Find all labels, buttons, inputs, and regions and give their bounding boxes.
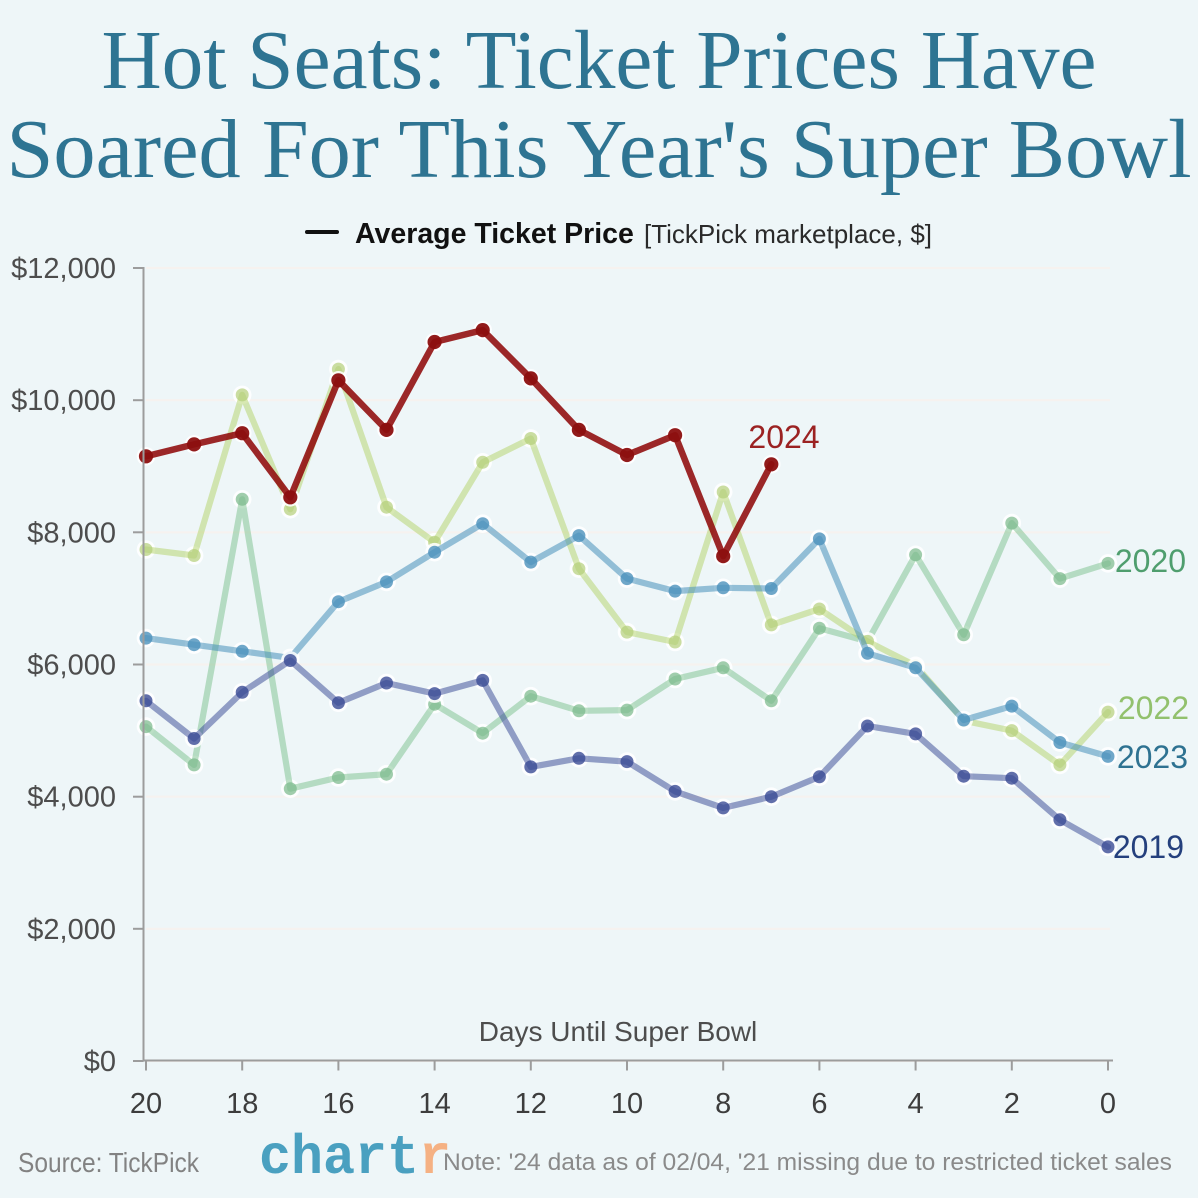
svg-text:$2,000: $2,000 (27, 914, 116, 946)
svg-text:2020: 2020 (1115, 543, 1186, 579)
svg-text:Note: '24 data as of 02/04, '2: Note: '24 data as of 02/04, '21 missing … (443, 1149, 1172, 1176)
svg-text:0: 0 (1100, 1088, 1116, 1120)
svg-text:Hot Seats: Ticket Prices Have: Hot Seats: Ticket Prices Have (102, 14, 1097, 107)
svg-text:18: 18 (226, 1088, 258, 1120)
svg-text:Days Until Super Bowl: Days Until Super Bowl (479, 1016, 758, 1047)
svg-text:Soared For This Year's Super B: Soared For This Year's Super Bowl (7, 103, 1192, 196)
svg-text:8: 8 (715, 1088, 731, 1120)
svg-text:$6,000: $6,000 (27, 650, 116, 682)
svg-text:2: 2 (1004, 1088, 1020, 1120)
svg-text:$8,000: $8,000 (27, 517, 116, 549)
svg-text:2023: 2023 (1117, 739, 1188, 775)
svg-text:$12,000: $12,000 (11, 253, 116, 285)
svg-text:$4,000: $4,000 (27, 782, 116, 814)
svg-text:2024: 2024 (748, 419, 819, 455)
svg-text:20: 20 (130, 1088, 162, 1120)
svg-text:2022: 2022 (1118, 690, 1189, 726)
svg-text:Source: TickPick: Source: TickPick (18, 1147, 200, 1178)
svg-text:2019: 2019 (1113, 829, 1184, 865)
svg-text:chartr: chartr (259, 1126, 451, 1190)
svg-text:[TickPick marketplace, $]: [TickPick marketplace, $] (644, 219, 932, 249)
svg-text:16: 16 (322, 1088, 354, 1120)
svg-text:6: 6 (811, 1088, 827, 1120)
svg-text:$0: $0 (84, 1046, 116, 1078)
svg-text:4: 4 (908, 1088, 924, 1120)
svg-text:Average Ticket Price: Average Ticket Price (355, 218, 634, 250)
svg-text:12: 12 (515, 1088, 547, 1120)
svg-text:10: 10 (611, 1088, 643, 1120)
svg-text:14: 14 (418, 1088, 450, 1120)
svg-text:$10,000: $10,000 (11, 385, 116, 417)
